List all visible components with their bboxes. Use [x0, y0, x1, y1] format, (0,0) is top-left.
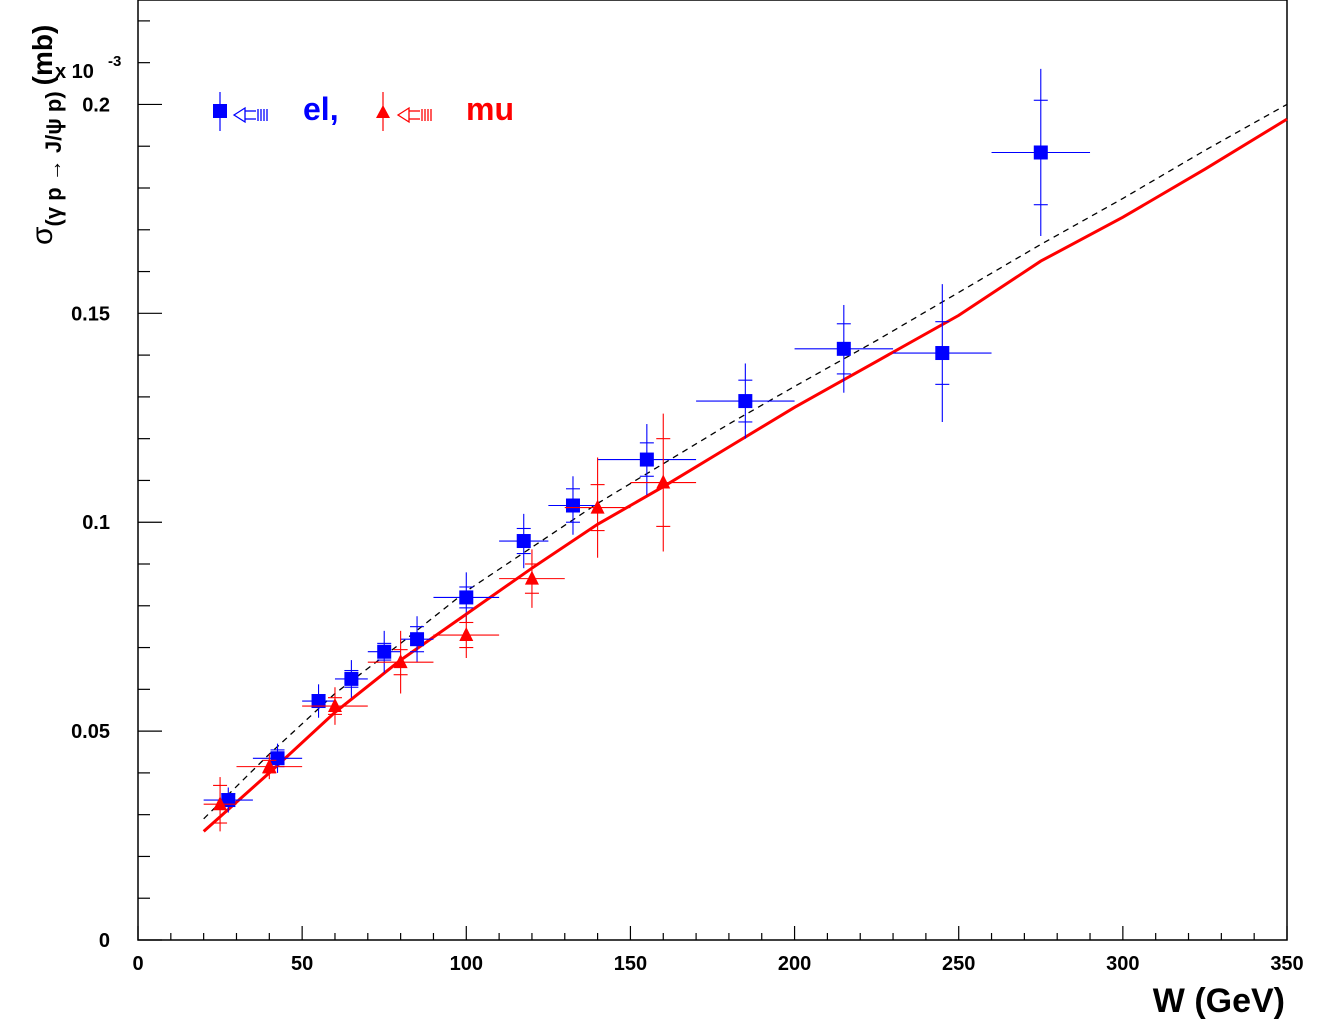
- y-tick-label: 0.1: [82, 512, 110, 534]
- data-point-el: [597, 424, 697, 496]
- y-axis-exponent: -3: [108, 53, 121, 70]
- svg-text:σ(γ p → J/ψ p)(mb): σ(γ p → J/ψ p) (mb): [26, 25, 66, 245]
- square-marker: [270, 751, 285, 766]
- data-point-el: [696, 363, 795, 439]
- data-point-el: [367, 630, 401, 673]
- legend-label-mu: mu: [466, 91, 514, 127]
- triangle-marker: [524, 570, 539, 585]
- square-marker: [565, 498, 580, 513]
- x-tick-label: 250: [942, 953, 975, 975]
- left-arrow-icon: [232, 106, 268, 124]
- square-marker: [344, 671, 359, 686]
- left-arrow-icon: [396, 106, 432, 124]
- data-point-mu: [499, 549, 565, 608]
- triangle-marker: [393, 654, 408, 669]
- triangle-marker: [213, 796, 228, 811]
- y-axis-multiplier: x 10: [55, 61, 94, 83]
- y-tick-label: 0.2: [82, 94, 110, 116]
- square-marker: [836, 341, 851, 356]
- data-point-el: [433, 572, 500, 623]
- x-tick-label: 50: [291, 953, 313, 975]
- x-tick-label: 350: [1270, 953, 1303, 975]
- square-marker: [639, 452, 654, 467]
- square-marker: [410, 632, 425, 647]
- data-point-el: [499, 513, 549, 569]
- x-tick-label: 150: [614, 953, 647, 975]
- square-marker: [459, 590, 474, 605]
- data-point-el: [794, 304, 894, 393]
- x-tick-label: 0: [132, 953, 143, 975]
- legend-entry-el: el,: [213, 91, 339, 131]
- fit-curves: [202, 103, 1288, 833]
- data-point-mu: [564, 457, 631, 558]
- x-axis-title: W (GeV): [1153, 982, 1285, 1020]
- data-points: [203, 68, 1091, 832]
- data-point-el: [548, 476, 598, 535]
- legend-entry-mu: mu: [376, 91, 514, 131]
- data-point-el: [893, 284, 992, 422]
- y-tick-label: 0.15: [71, 303, 110, 325]
- data-point-el: [203, 787, 253, 813]
- plot-frame: [137, 0, 1288, 941]
- y-tick-label: 0.05: [71, 721, 110, 743]
- square-marker: [221, 793, 236, 808]
- legend-triangle-marker: [376, 105, 390, 118]
- legend-label-el: el,: [303, 91, 339, 127]
- data-point-mu: [302, 687, 368, 725]
- square-marker: [935, 346, 950, 361]
- x-tick-label: 100: [450, 953, 483, 975]
- data-point-el: [991, 68, 1091, 237]
- data-point-mu: [630, 413, 697, 552]
- y-axis-title: σ(γ p → J/ψ p) (mb): [26, 25, 66, 245]
- data-point-el: [400, 616, 434, 663]
- data-point-el: [252, 743, 303, 773]
- triangle-marker: [590, 499, 605, 514]
- x-axis: 0 50 100 150 200 250 300 350: [132, 926, 1304, 975]
- data-point-mu: [433, 612, 500, 658]
- triangle-marker: [656, 474, 671, 489]
- legend-square-marker: [213, 104, 227, 118]
- square-marker: [516, 534, 531, 549]
- x-tick-label: 300: [1106, 953, 1139, 975]
- triangle-marker: [327, 698, 342, 713]
- fit-curve-dashed: [203, 103, 1288, 820]
- triangle-marker: [459, 627, 474, 642]
- y-axis-title-unit: (mb): [27, 25, 58, 86]
- y-axis-title-subscript: (γ p → J/ψ p): [41, 91, 66, 226]
- triangle-marker: [262, 758, 277, 773]
- square-marker: [377, 644, 392, 659]
- y-axis-title-symbol: σ: [26, 226, 59, 245]
- x-tick-label: 200: [778, 953, 811, 975]
- square-marker: [1033, 145, 1048, 160]
- data-point-el: [302, 684, 335, 718]
- data-point-mu: [367, 630, 434, 694]
- square-marker: [738, 394, 753, 409]
- data-point-el: [334, 660, 368, 698]
- legend: el, mu: [213, 91, 514, 131]
- fit-curve-solid: [202, 117, 1288, 833]
- y-axis: 0 0.05 0.1 0.15 0.2: [71, 20, 162, 952]
- data-point-mu: [236, 754, 303, 780]
- square-marker: [311, 694, 326, 709]
- data-point-mu: [203, 777, 237, 832]
- y-tick-label: 0: [99, 930, 110, 952]
